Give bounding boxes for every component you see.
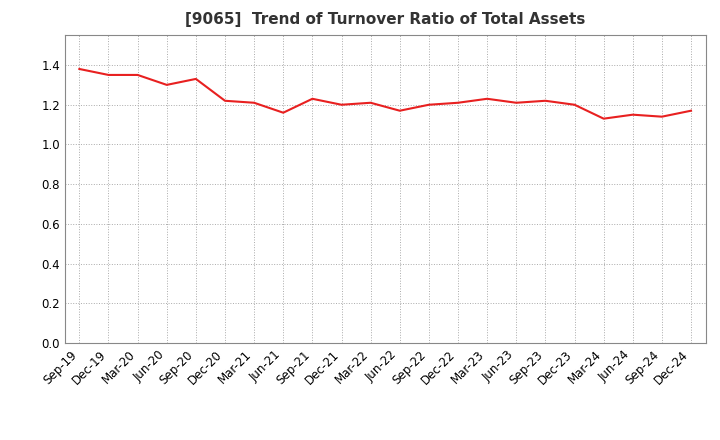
Title: [9065]  Trend of Turnover Ratio of Total Assets: [9065] Trend of Turnover Ratio of Total … (185, 12, 585, 27)
